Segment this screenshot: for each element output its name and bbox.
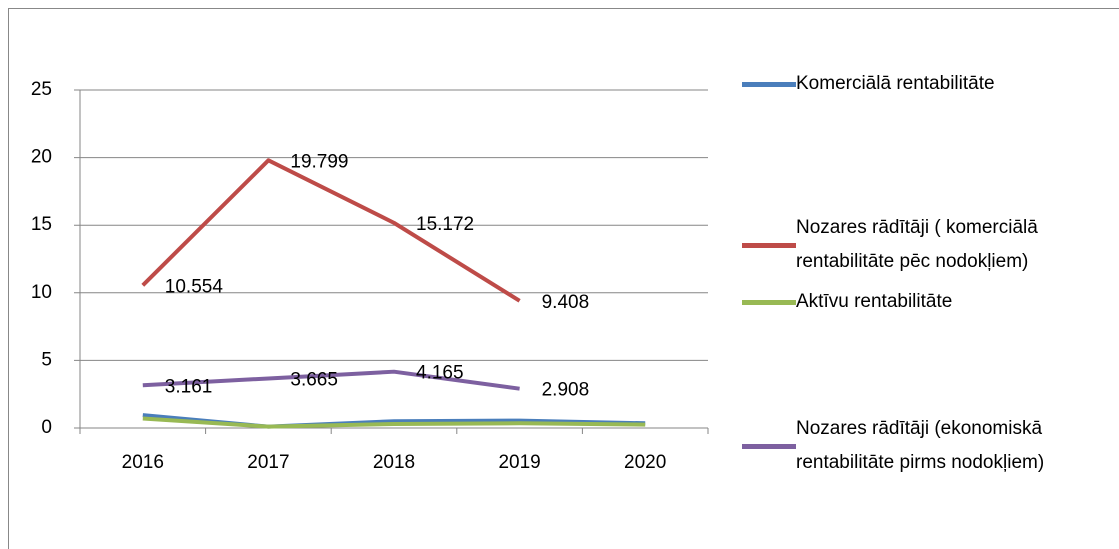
legend-swatch: [742, 443, 796, 449]
x-tick-label: 2018: [373, 452, 415, 473]
y-tick-label: 5: [41, 349, 52, 370]
legend-label: Komerciālā rentabilitāte: [796, 73, 995, 94]
legend-item: Komerciālā rentabilitāte: [742, 24, 1112, 144]
x-tick-label: 2016: [122, 452, 164, 473]
series-line: [142, 416, 646, 429]
legend-label: Nozares rādītāji (ekonomiskā rentabilitā…: [796, 418, 1045, 473]
data-label: 10.554: [165, 276, 224, 297]
data-label: 2.908: [542, 380, 590, 401]
data-label: 3.665: [290, 369, 338, 390]
legend-swatch: [742, 242, 796, 248]
series-line: [142, 369, 520, 391]
legend-item: Nozares rādītāji ( komerciālā rentabilit…: [742, 185, 1112, 305]
data-label: 15.172: [416, 214, 474, 235]
data-label: 4.165: [416, 363, 464, 384]
y-tick-label: 15: [31, 214, 52, 235]
legend-swatch: [742, 81, 796, 87]
y-tick-label: 25: [31, 79, 52, 100]
x-tick-label: 2019: [498, 452, 540, 473]
legend-swatch: [742, 299, 796, 305]
y-tick-label: 0: [41, 417, 52, 438]
data-label: 9.408: [542, 292, 590, 313]
x-tick-label: 2017: [247, 452, 289, 473]
legend-item: Nozares rādītāji (ekonomiskā rentabilitā…: [742, 386, 1112, 506]
legend-item: Aktīvu rentabilitāte: [742, 242, 1112, 362]
x-tick-label: 2020: [624, 452, 666, 473]
series-line: [141, 158, 521, 303]
chart-border: [8, 8, 1119, 549]
legend-label: Nozares rādītāji ( komerciālā rentabilit…: [796, 217, 1038, 272]
y-tick-label: 20: [31, 147, 52, 168]
data-label: 3.161: [165, 376, 213, 397]
legend-label: Aktīvu rentabilitāte: [796, 291, 953, 312]
y-tick-label: 10: [31, 282, 52, 303]
data-label: 19.799: [290, 151, 348, 172]
